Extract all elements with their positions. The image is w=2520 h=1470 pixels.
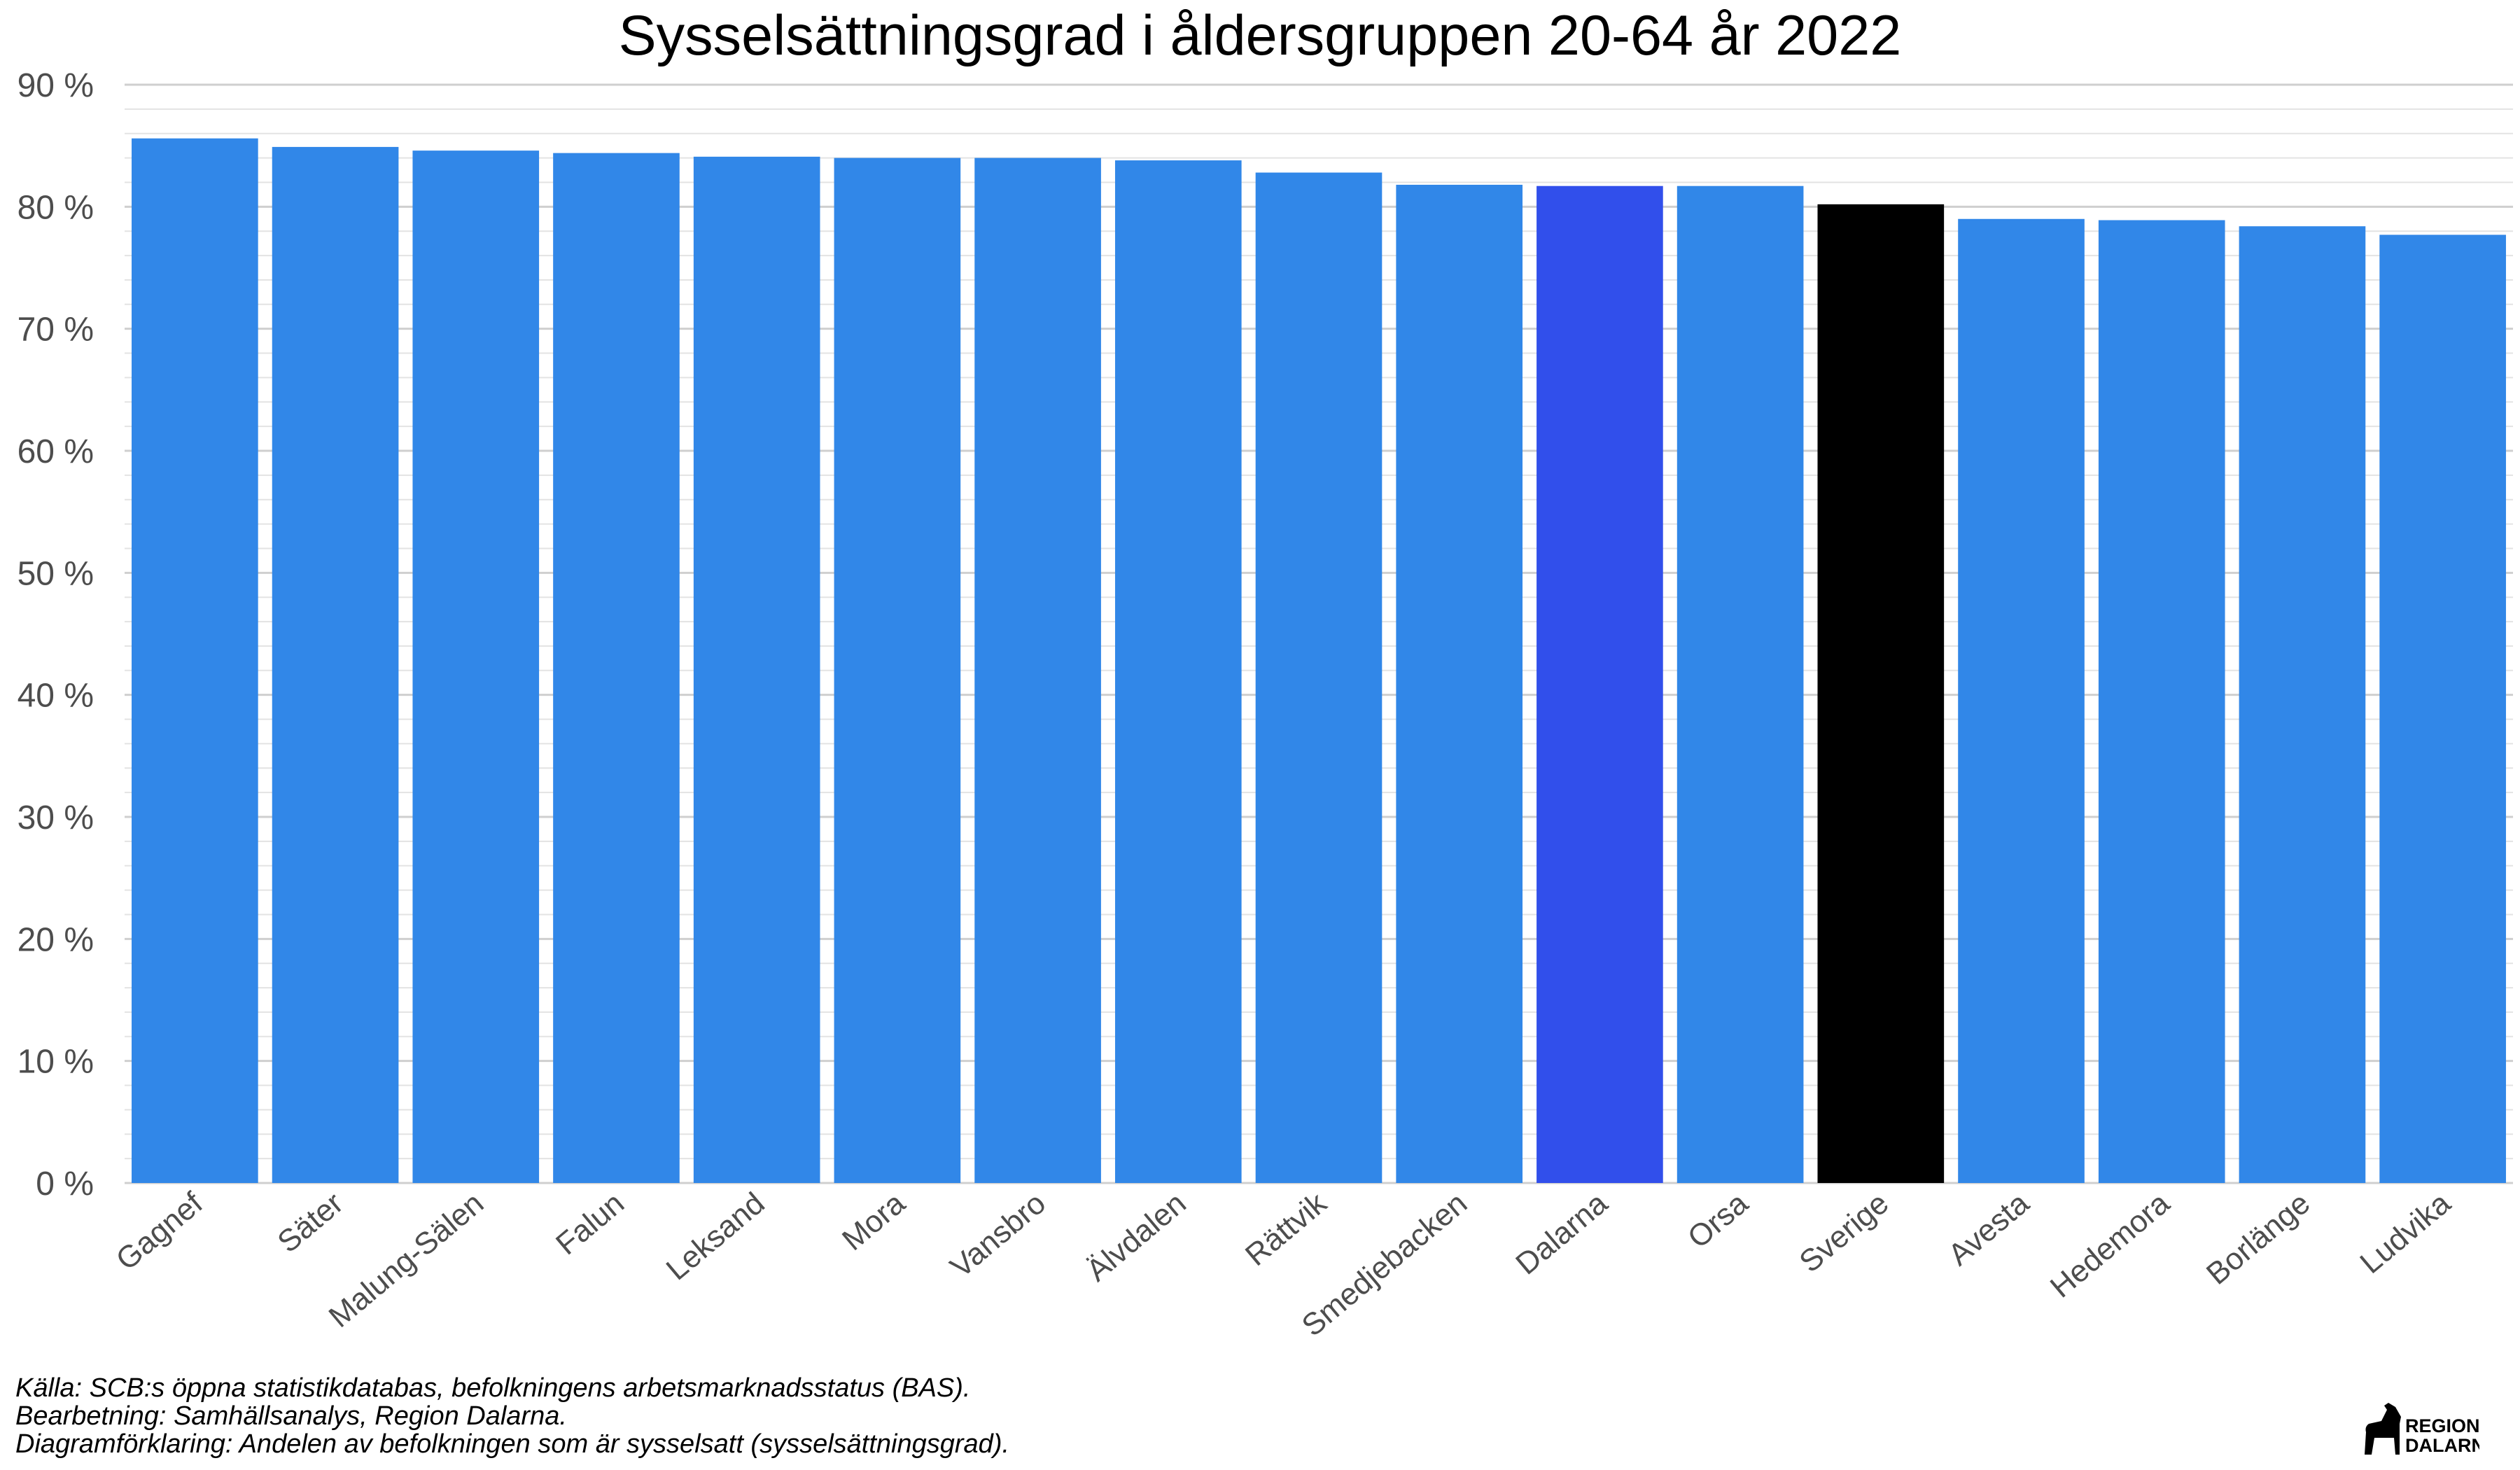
bar-smedjebacken bbox=[1396, 184, 1523, 1183]
logo-line-1: REGION bbox=[2405, 1415, 2479, 1436]
bar-ludvika bbox=[2379, 234, 2506, 1184]
bar-orsa bbox=[1676, 186, 1804, 1183]
region-dalarna-logo: REGION DALARNA bbox=[2365, 1403, 2479, 1456]
x-tick-label: Älvdalen bbox=[1080, 1186, 1193, 1288]
x-tick-label: Mora bbox=[836, 1186, 912, 1257]
bar-hedemora bbox=[2098, 220, 2225, 1183]
bars bbox=[132, 138, 2506, 1184]
bar-sverige bbox=[1817, 204, 1945, 1183]
dala-horse-icon bbox=[2365, 1403, 2401, 1455]
x-tick-label: Rättvik bbox=[1239, 1185, 1334, 1273]
bar-rättvik bbox=[1255, 172, 1382, 1183]
x-tick-label: Avesta bbox=[1942, 1186, 2036, 1273]
x-tick-label: Falun bbox=[550, 1186, 631, 1261]
y-tick-label: 80 % bbox=[18, 189, 94, 226]
x-tick-label: Ludvika bbox=[2353, 1186, 2457, 1280]
y-tick-label: 90 % bbox=[18, 67, 94, 104]
x-tick-label: Gagnef bbox=[110, 1186, 210, 1278]
y-axis-ticks: 0 % 10 % 20 % 30 % 40 % 50 % 60 % 70 % 80 % 90 % bbox=[18, 67, 94, 1203]
y-tick-label: 70 % bbox=[18, 312, 94, 349]
x-tick-label: Säter bbox=[271, 1186, 349, 1259]
bar-älvdalen bbox=[1114, 160, 1242, 1183]
bar-leksand bbox=[693, 156, 820, 1183]
x-tick-label: Vansbro bbox=[944, 1186, 1052, 1284]
y-tick-label: 20 % bbox=[18, 921, 94, 958]
x-tick-label: Dalarna bbox=[1509, 1186, 1614, 1282]
bar-falun bbox=[553, 153, 680, 1183]
bar-borlänge bbox=[2239, 226, 2366, 1183]
bar-säter bbox=[272, 146, 399, 1183]
y-tick-label: 10 % bbox=[18, 1044, 94, 1081]
processing-caption: Bearbetning: Samhällsanalys, Region Dala… bbox=[15, 1401, 567, 1431]
x-tick-label: Orsa bbox=[1681, 1186, 1755, 1255]
bar-vansbro bbox=[974, 158, 1101, 1184]
x-tick-label: Borlänge bbox=[2200, 1186, 2316, 1292]
y-tick-label: 40 % bbox=[18, 678, 94, 715]
explanation-caption: Diagramförklaring: Andelen av befolkning… bbox=[15, 1429, 1010, 1459]
bar-avesta bbox=[1958, 218, 2085, 1184]
y-tick-label: 50 % bbox=[18, 555, 94, 592]
x-tick-label: Leksand bbox=[660, 1186, 771, 1287]
bar-dalarna bbox=[1536, 186, 1663, 1183]
source-caption: Källa: SCB:s öppna statistikdatabas, bef… bbox=[15, 1373, 971, 1403]
x-tick-label: Malung-Sälen bbox=[323, 1186, 490, 1334]
y-tick-label: 30 % bbox=[18, 799, 94, 836]
bar-malung-sälen bbox=[412, 150, 540, 1183]
bar-gagnef bbox=[132, 138, 258, 1183]
x-tick-label: Sverige bbox=[1793, 1186, 1895, 1279]
x-tick-label: Hedemora bbox=[2044, 1186, 2176, 1305]
y-tick-label: 0 % bbox=[36, 1166, 94, 1203]
y-tick-label: 60 % bbox=[18, 433, 94, 470]
bar-mora bbox=[834, 158, 961, 1184]
chart-title: Sysselsättningsgrad i åldersgruppen 20-6… bbox=[619, 4, 1902, 67]
logo-line-2: DALARNA bbox=[2405, 1435, 2479, 1456]
